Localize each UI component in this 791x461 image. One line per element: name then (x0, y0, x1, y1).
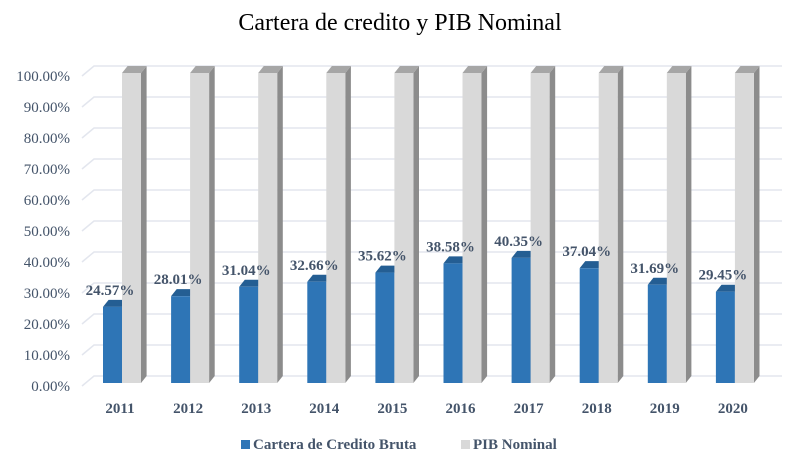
y-tick-label: 100.00% (16, 69, 70, 85)
bar-side (277, 66, 283, 383)
bar-top (666, 66, 692, 73)
bar-side (685, 66, 692, 383)
y-tick-label: 10.00% (24, 348, 70, 364)
bar-top (598, 66, 624, 73)
bar-pib-2011 (122, 73, 141, 383)
y-tick-label: 90.00% (24, 100, 70, 116)
bar-pib-2016 (462, 73, 482, 383)
bar-pib-2019 (666, 73, 686, 383)
legend: Cartera de Credito Bruta PIB Nominal (241, 437, 557, 453)
data-label: 37.04% (562, 244, 611, 260)
bar-pib-2014 (326, 73, 346, 383)
x-tick-label: 2018 (582, 401, 612, 417)
bar-top (258, 66, 283, 73)
bar-cartera-2012 (171, 296, 191, 383)
data-label: 38.58% (426, 239, 475, 255)
bar-top (579, 261, 605, 269)
bar-pib-2018 (598, 73, 618, 383)
x-tick-label: 2020 (718, 401, 748, 417)
y-tick-label: 20.00% (24, 317, 70, 333)
data-label: 29.45% (699, 268, 748, 284)
bar-side (753, 66, 760, 383)
data-label: 40.35% (494, 234, 543, 250)
bar-top (462, 66, 488, 73)
bar-cartera-2018 (579, 268, 599, 383)
bar-top (171, 289, 196, 297)
x-tick-label: 2013 (241, 401, 271, 417)
data-label: 28.01% (154, 272, 203, 288)
y-tick-label: 50.00% (24, 224, 70, 240)
legend-label-pib: PIB Nominal (473, 437, 557, 453)
bar-top (239, 279, 264, 287)
y-tick-label: 30.00% (24, 286, 70, 302)
bar-cartera-2011 (103, 306, 122, 383)
bar-pib-2012 (190, 73, 210, 383)
bar-cartera-2014 (307, 281, 327, 383)
chart-title: Cartera de credito y PIB Nominal (238, 10, 562, 36)
bar-top (190, 66, 215, 73)
x-tick-label: 2019 (650, 401, 680, 417)
bar-cartera-2015 (375, 272, 395, 383)
bar-top (734, 66, 760, 73)
bar-top (394, 66, 419, 73)
bar-top (122, 66, 147, 73)
bar-top (443, 256, 469, 264)
x-tick-label: 2015 (377, 401, 407, 417)
y-tick-label: 40.00% (24, 255, 70, 271)
bar-pib-2013 (258, 73, 278, 383)
bar-cartera-2017 (511, 257, 531, 383)
x-tick-label: 2017 (514, 401, 545, 417)
bar-side (141, 66, 147, 383)
x-tick-label: 2016 (446, 401, 477, 417)
bar-top (375, 265, 400, 273)
bar-side (209, 66, 215, 383)
bar-top (307, 274, 332, 282)
bar-side (413, 66, 419, 383)
data-label: 31.69% (630, 261, 679, 277)
bar-side (345, 66, 351, 383)
bar-pib-2017 (530, 73, 550, 383)
bar-cartera-2019 (647, 284, 667, 383)
data-label: 35.62% (358, 249, 407, 265)
legend-label-cartera: Cartera de Credito Bruta (253, 437, 417, 453)
bar-side (481, 66, 488, 383)
bar-pib-2015 (394, 73, 414, 383)
bar-pib-2020 (734, 73, 754, 383)
bar-top (530, 66, 556, 73)
bar-cartera-2020 (715, 291, 735, 383)
y-tick-label: 60.00% (24, 193, 70, 209)
bar-top (647, 277, 673, 285)
x-tick-label: 2012 (173, 401, 203, 417)
bar-cartera-2013 (239, 286, 259, 383)
legend-swatch-cartera (241, 440, 250, 449)
y-tick-label: 80.00% (24, 131, 70, 147)
bar-side (549, 66, 556, 383)
bar-top (326, 66, 351, 73)
bar-top (715, 284, 741, 292)
x-tick-label: 2011 (105, 401, 134, 417)
x-tick-label: 2014 (309, 401, 340, 417)
y-tick-label: 0.00% (31, 379, 70, 395)
data-label: 32.66% (290, 258, 339, 274)
bar-side (617, 66, 624, 383)
data-label: 31.04% (222, 263, 271, 279)
data-label: 24.57% (86, 283, 135, 299)
bar-top (511, 250, 537, 258)
legend-swatch-pib (461, 440, 470, 449)
bar-top (103, 299, 128, 307)
bar-cartera-2016 (443, 263, 463, 383)
y-tick-label: 70.00% (24, 162, 70, 178)
